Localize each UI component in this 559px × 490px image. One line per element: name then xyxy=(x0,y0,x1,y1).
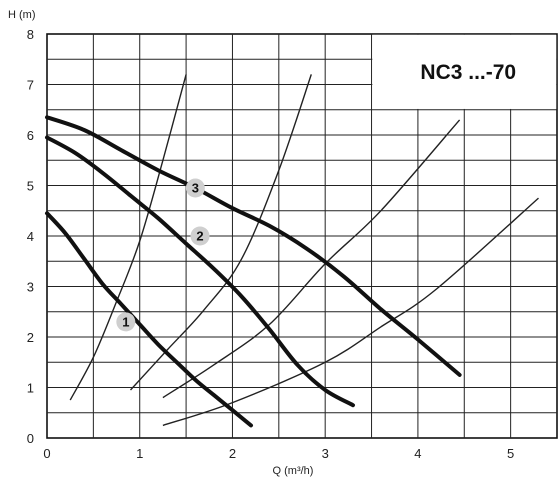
pump-curve-3 xyxy=(45,115,462,377)
x-tick-label: 0 xyxy=(43,446,50,461)
system-curve-3 xyxy=(162,119,461,399)
x-tick-label: 5 xyxy=(507,446,514,461)
curve-3-label-badge xyxy=(185,178,205,198)
tick-labels: 0 1 2 3 4 5 0 1 2 3 4 5 6 7 8 xyxy=(27,27,514,461)
pump-curve-1 xyxy=(45,211,253,428)
y-axis-label: H (m) xyxy=(8,9,36,21)
y-tick-label: 7 xyxy=(27,78,34,93)
y-tick-label: 6 xyxy=(27,128,34,143)
y-tick-label: 5 xyxy=(27,179,34,194)
x-tick-label: 4 xyxy=(414,446,421,461)
y-tick-label: 3 xyxy=(27,280,34,295)
title-box: NC3 ...-70 xyxy=(372,34,557,109)
y-tick-label: 2 xyxy=(27,330,34,345)
curve-1-label-badge xyxy=(116,312,136,332)
x-tick-label: 2 xyxy=(229,446,236,461)
system-curve-2 xyxy=(129,74,312,391)
title-background xyxy=(372,34,557,109)
x-tick-label: 3 xyxy=(322,446,329,461)
x-axis-label: Q (m³/h) xyxy=(273,465,314,477)
chart-title: NC3 ...-70 xyxy=(420,61,516,84)
system-curve-4 xyxy=(162,197,539,427)
curve-2-label: 2 xyxy=(196,229,203,244)
pump-curves xyxy=(45,115,462,428)
pump-curve-2 xyxy=(45,135,355,408)
x-tick-label: 1 xyxy=(136,446,143,461)
curve-3-label: 3 xyxy=(192,181,199,196)
y-tick-label: 8 xyxy=(27,27,34,42)
system-curve-1 xyxy=(69,74,187,401)
system-curves xyxy=(69,74,539,427)
y-tick-label: 0 xyxy=(27,431,34,446)
curve-2-label-badge xyxy=(190,226,210,246)
y-tick-label: 1 xyxy=(27,381,34,396)
curve-1-label: 1 xyxy=(122,314,129,329)
y-tick-label: 4 xyxy=(27,229,34,244)
curve-labels: 1 2 3 xyxy=(116,178,210,332)
